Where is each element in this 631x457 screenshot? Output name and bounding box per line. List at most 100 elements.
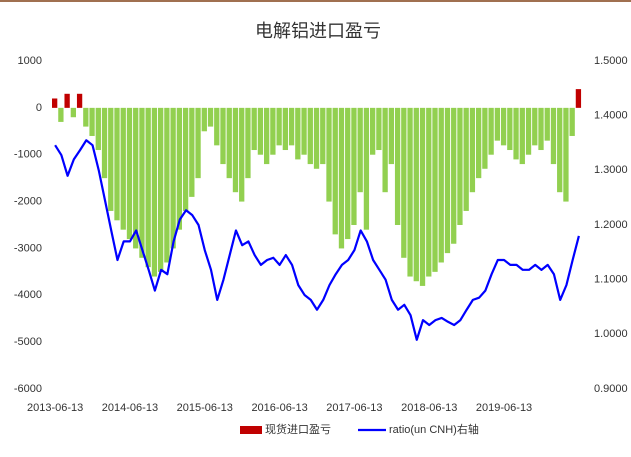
bar <box>108 107 114 211</box>
bar <box>151 107 158 277</box>
bar <box>363 107 370 230</box>
bar <box>519 107 525 165</box>
legend-swatch <box>240 426 262 434</box>
bar <box>357 107 363 193</box>
bar <box>195 107 201 179</box>
bar <box>488 107 494 155</box>
bar <box>575 89 582 108</box>
bar <box>426 107 432 277</box>
bar <box>469 107 476 193</box>
legend-label: ratio(un CNH)右轴 <box>389 422 479 436</box>
bar <box>332 107 338 235</box>
bar <box>182 107 189 211</box>
y-tick-label: -3000 <box>14 242 42 254</box>
bar <box>270 107 276 155</box>
bar <box>476 107 482 179</box>
bar <box>419 107 426 286</box>
bar <box>513 107 519 160</box>
bar <box>226 107 232 179</box>
bar <box>83 107 89 127</box>
bar <box>500 107 507 146</box>
y2-tick-label: 1.5000 <box>594 55 628 67</box>
bar <box>494 107 501 141</box>
bar <box>89 107 95 136</box>
x-tick-label: 2018-06-13 <box>401 402 457 414</box>
y-tick-label: -6000 <box>14 383 42 395</box>
bar <box>370 107 376 155</box>
bar <box>569 107 575 136</box>
bar <box>444 107 451 254</box>
bar <box>126 107 133 240</box>
y2-tick-label: 1.3000 <box>594 164 628 176</box>
bar <box>563 107 569 202</box>
bar <box>288 107 295 146</box>
y2-tick-label: 1.2000 <box>594 219 628 231</box>
x-tick-label: 2013-06-13 <box>27 402 83 414</box>
y-tick-label: -5000 <box>14 336 42 348</box>
bar <box>507 107 513 151</box>
bar <box>214 107 220 146</box>
chart-title: 电解铝进口盈亏 <box>255 21 381 41</box>
bar <box>164 107 170 263</box>
legend-label: 现货进口盈亏 <box>265 422 331 436</box>
bar <box>133 107 139 249</box>
y-tick-label: -1000 <box>14 149 42 161</box>
bar <box>189 107 195 197</box>
bar <box>114 107 120 221</box>
bar <box>232 107 239 193</box>
bar <box>413 107 419 282</box>
x-tick-label: 2015-06-13 <box>177 402 233 414</box>
bar <box>394 107 401 225</box>
y-tick-label: 1000 <box>18 55 42 67</box>
bar <box>550 107 557 165</box>
bar <box>145 107 151 268</box>
bar <box>407 107 413 277</box>
y-tick-label: -4000 <box>14 289 42 301</box>
y2-tick-label: 0.9000 <box>594 383 628 395</box>
bar <box>276 107 282 146</box>
bar <box>388 107 395 165</box>
bar <box>52 98 58 108</box>
bar <box>401 107 407 258</box>
bar <box>463 107 469 211</box>
bar <box>338 107 345 249</box>
bar <box>432 107 438 272</box>
x-tick-label: 2019-06-13 <box>476 402 532 414</box>
y-tick-label: 0 <box>36 102 42 114</box>
bar <box>326 107 332 202</box>
bar <box>382 107 388 193</box>
bar <box>207 107 214 127</box>
x-tick-label: 2014-06-13 <box>102 402 158 414</box>
bar <box>351 107 357 225</box>
bar <box>345 107 351 240</box>
bar <box>257 107 264 155</box>
x-tick-label: 2017-06-13 <box>326 402 382 414</box>
y2-tick-label: 1.1000 <box>594 274 628 286</box>
bar <box>70 107 77 118</box>
bar <box>307 107 313 165</box>
bar <box>176 107 183 230</box>
bar <box>220 107 226 165</box>
bar <box>544 107 550 141</box>
bar <box>58 107 64 122</box>
bar <box>201 107 207 132</box>
y2-tick-label: 1.0000 <box>594 328 628 340</box>
bar <box>301 107 307 155</box>
bar <box>120 107 126 230</box>
bar <box>532 107 538 146</box>
bar <box>457 107 463 225</box>
bar <box>451 107 457 244</box>
bar <box>158 107 164 272</box>
x-tick-label: 2016-06-13 <box>251 402 307 414</box>
bar <box>557 107 563 193</box>
bar <box>264 107 270 165</box>
bar <box>438 107 444 263</box>
bar <box>538 107 544 151</box>
y-tick-label: -2000 <box>14 195 42 207</box>
bar <box>295 107 301 160</box>
ratio-line <box>54 139 580 341</box>
bar <box>76 93 83 108</box>
y2-tick-label: 1.4000 <box>594 110 628 122</box>
